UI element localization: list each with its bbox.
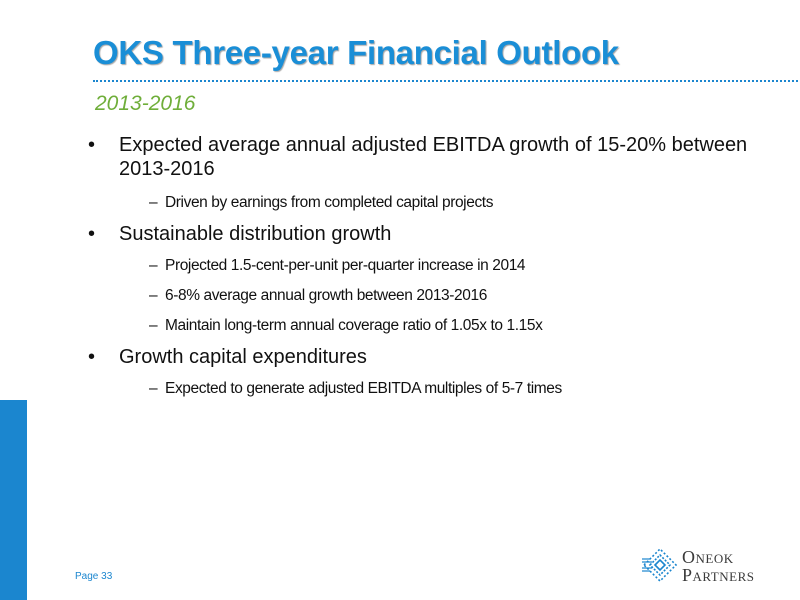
sub-bullet-text: Projected 1.5-cent-per-unit per-quarter … [165, 257, 526, 274]
left-accent-bar [0, 400, 27, 600]
bullet-dot: • [88, 223, 96, 245]
sub-bullet-item: – Expected to generate adjusted EBITDA m… [129, 379, 748, 399]
sub-bullet-dash: – [149, 287, 158, 304]
bullet-text: Growth capital expenditures [119, 346, 367, 368]
slide-title: OKS Three-year Financial Outlook [93, 34, 619, 71]
sub-bullet-item: – Projected 1.5-cent-per-unit per-quarte… [129, 256, 748, 276]
sub-bullet-item: – Driven by earnings from completed capi… [129, 193, 748, 213]
sub-bullet-dash: – [149, 317, 158, 334]
bullet-item: • Growth capital expenditures – Expected… [88, 345, 748, 399]
sub-bullet-list: – Driven by earnings from completed capi… [119, 193, 748, 213]
bullet-dot: • [88, 134, 96, 156]
slide-subtitle: 2013-2016 [95, 92, 196, 115]
sub-bullet-text: 6-8% average annual growth between 2013-… [165, 287, 487, 304]
sub-bullet-item: – 6-8% average annual growth between 201… [129, 286, 748, 306]
page-number: Page 33 [75, 571, 113, 582]
sub-bullet-dash: – [149, 257, 158, 274]
sub-bullet-list: – Projected 1.5-cent-per-unit per-quarte… [119, 256, 748, 336]
bullet-item: • Expected average annual adjusted EBITD… [88, 133, 748, 213]
sub-bullet-item: – Maintain long-term annual coverage rat… [129, 316, 748, 336]
oneok-flame-logo-icon [642, 547, 678, 583]
sub-bullet-list: – Expected to generate adjusted EBITDA m… [119, 379, 748, 399]
logo-wordmark: ONEOK PARTNERS [682, 547, 755, 585]
sub-bullet-dash: – [149, 194, 158, 211]
sub-bullet-text: Expected to generate adjusted EBITDA mul… [165, 380, 562, 397]
sub-bullet-text: Driven by earnings from completed capita… [165, 194, 494, 211]
sub-bullet-dash: – [149, 380, 158, 397]
sub-bullet-text: Maintain long-term annual coverage ratio… [165, 317, 543, 334]
bullet-text: Expected average annual adjusted EBITDA … [119, 134, 748, 180]
bullet-list: • Expected average annual adjusted EBITD… [88, 133, 748, 399]
bullet-dot: • [88, 346, 96, 368]
title-divider [93, 80, 798, 82]
company-logo: ONEOK PARTNERS [640, 545, 760, 585]
bullet-text: Sustainable distribution growth [119, 223, 392, 245]
bullet-item: • Sustainable distribution growth – Proj… [88, 222, 748, 336]
